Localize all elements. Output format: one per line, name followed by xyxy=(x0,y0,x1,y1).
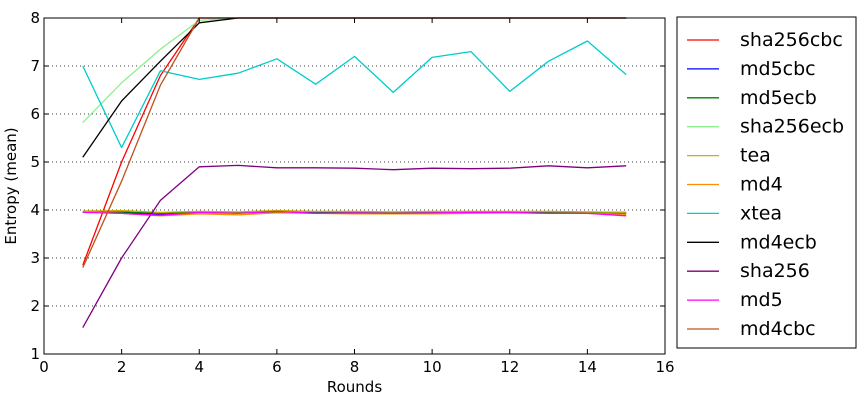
x-tick-label: 2 xyxy=(117,358,127,376)
series-line-xtea xyxy=(82,40,627,149)
x-tick-label: 10 xyxy=(423,358,442,376)
x-tick-label: 8 xyxy=(350,358,360,376)
legend-box xyxy=(676,16,857,349)
series-line-md5 xyxy=(82,210,627,217)
legend-label-md4cbc: md4cbc xyxy=(740,318,816,340)
legend-label-tea: tea xyxy=(740,145,771,167)
series-line-tea xyxy=(82,209,627,214)
legend-label-xtea: xtea xyxy=(740,202,782,224)
legend-items: sha256cbc md5cbc md5ecb sha256ecb tea md4 xtea… xyxy=(687,29,844,340)
x-tick-label: 14 xyxy=(578,358,597,376)
legend-label-sha256ecb: sha256ecb xyxy=(740,116,844,138)
legend-label-md4: md4 xyxy=(740,174,783,196)
x-tick-label: 0 xyxy=(39,358,49,376)
y-tick-label: 3 xyxy=(30,249,40,267)
x-tick-label: 4 xyxy=(194,358,204,376)
y-tick-label: 7 xyxy=(30,57,40,75)
x-tick-label: 6 xyxy=(272,358,282,376)
legend-label-md5ecb: md5ecb xyxy=(740,87,817,109)
x-axis-label: Rounds xyxy=(327,378,382,396)
series-line-sha256 xyxy=(82,164,627,328)
x-tick-label: 12 xyxy=(500,358,519,376)
y-axis-label: Entropy (mean) xyxy=(2,127,20,244)
y-tick-label: 8 xyxy=(30,9,40,27)
y-tick-label: 1 xyxy=(30,345,40,363)
legend-label-sha256cbc: sha256cbc xyxy=(740,29,843,51)
y-tick-label: 2 xyxy=(30,297,40,315)
legend-label-md5cbc: md5cbc xyxy=(740,58,816,80)
legend-label-md4ecb: md4ecb xyxy=(740,231,817,253)
y-tick-label: 4 xyxy=(30,201,40,219)
x-tick-label: 16 xyxy=(655,358,674,376)
y-tick-label: 5 xyxy=(30,153,40,171)
legend-label-sha256: sha256 xyxy=(740,260,810,282)
legend: sha256cbc md5cbc md5ecb sha256ecb tea md4 xtea… xyxy=(676,16,857,349)
legend-label-md5: md5 xyxy=(740,289,783,311)
y-tick-label: 6 xyxy=(30,105,40,123)
